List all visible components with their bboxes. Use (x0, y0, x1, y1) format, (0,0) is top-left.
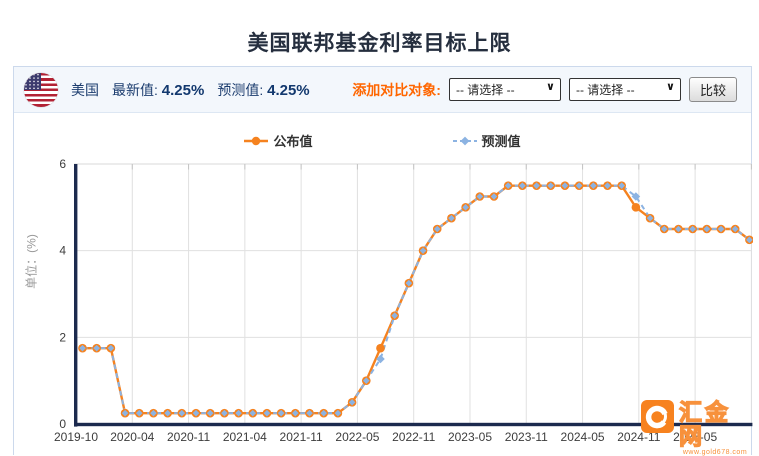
chart-area: 公布值 预测值 0 2 4 6 2019-10 2020-04 2020-11 2021-04… (14, 113, 753, 456)
x-axis-tick-label: 2025-05 (673, 430, 717, 444)
page-title: 美国联邦基金利率目标上限 (247, 32, 512, 56)
tick-labels: 0 2 4 6 2019-10 2020-04 2020-11 2021-04 2021-11 2… (54, 157, 717, 444)
latest-value-group: 最新值: 4.25% (112, 80, 204, 100)
huijin-logo-icon (641, 400, 674, 433)
compare-select-2-wrap: -- 请选择 -- ∨ (568, 78, 681, 101)
x-axis-tick-label: 2020-11 (167, 430, 210, 444)
x-axis-tick-label: 2020-04 (110, 430, 154, 444)
compare-select-1-wrap: -- 请选择 -- ∨ (448, 78, 561, 101)
us-flag-icon (24, 72, 58, 107)
watermark-text: 汇金网 www.gold678.com (678, 399, 751, 456)
chart-legend: 公布值 预测值 (14, 131, 751, 150)
published-line-marker-icon (244, 136, 269, 145)
x-axis-tick-label: 2024-05 (561, 430, 605, 444)
published-markers (78, 181, 753, 418)
x-axis-tick-label: 2021-11 (280, 430, 323, 444)
country-label: 美国 (71, 81, 99, 98)
forecast-value-group: 预测值: 4.25% (217, 80, 309, 100)
compare-button[interactable]: 比较 (688, 77, 737, 102)
axes (74, 164, 753, 427)
legend-item-published[interactable]: 公布值 (244, 131, 313, 150)
x-axis-tick-label: 2022-11 (392, 430, 435, 444)
indicator-panel: 美国 最新值: 4.25% 预测值: 4.25% 添加对比对象: -- 请选择 … (13, 66, 753, 456)
x-axis-line (74, 422, 753, 427)
forecast-value: 4.25% (267, 81, 310, 99)
x-axis-tick-label: 2021-04 (223, 430, 267, 444)
x-axis-tick-label: 2024-11 (617, 430, 660, 444)
legend-item-forecast[interactable]: 预测值 (452, 131, 521, 150)
latest-value: 4.25% (161, 81, 205, 99)
y-axis-tick-label: 0 (59, 417, 66, 431)
gridlines (74, 163, 752, 424)
watermark: 汇金网 www.gold678.com (641, 399, 751, 456)
rate-line-chart: 0 2 4 6 2019-10 2020-04 2020-11 2021-04 2021-11 2… (54, 157, 753, 444)
legend-label-forecast: 预测值 (481, 134, 521, 149)
y-axis-unit-label: 单位：(%) (24, 234, 39, 289)
y-axis-tick-label: 4 (59, 244, 66, 258)
legend-label-published: 公布值 (273, 134, 313, 149)
compare-controls: 添加对比对象: -- 请选择 -- ∨ -- 请选择 -- ∨ 比较 (352, 77, 737, 102)
add-compare-label: 添加对比对象: (352, 81, 441, 98)
latest-value-label: 最新值: (112, 81, 158, 98)
x-axis-tick-label: 2022-05 (335, 430, 379, 444)
forecast-markers (79, 182, 753, 417)
y-axis-line (74, 164, 78, 427)
indicator-header-bar: 美国 最新值: 4.25% 预测值: 4.25% 添加对比对象: -- 请选择 … (14, 67, 751, 113)
watermark-site-url: www.gold678.com (682, 449, 748, 456)
y-axis-tick-label: 6 (59, 157, 66, 171)
forecast-line-marker-icon (452, 136, 477, 145)
y-axis-tick-label: 2 (59, 330, 66, 344)
compare-select-2[interactable]: -- 请选择 -- (568, 78, 681, 101)
watermark-site-name: 汇金网 (678, 399, 731, 449)
x-axis-tick-label: 2019-10 (54, 430, 98, 444)
x-axis-tick-label: 2023-11 (505, 430, 548, 444)
compare-select-1[interactable]: -- 请选择 -- (448, 78, 561, 101)
x-axis-tick-label: 2023-05 (448, 430, 492, 444)
forecast-value-label: 预测值: (217, 81, 264, 98)
